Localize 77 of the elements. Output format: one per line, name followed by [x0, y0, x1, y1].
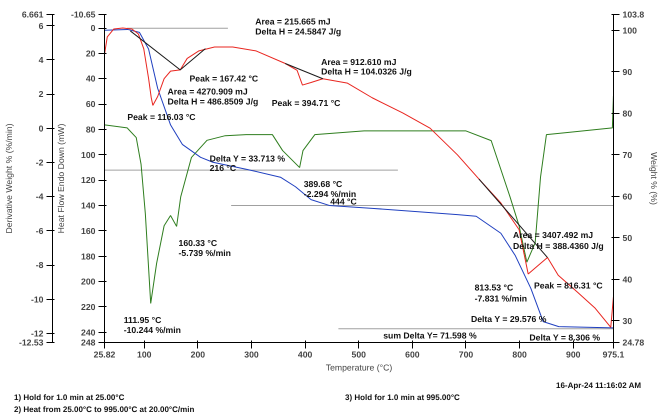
y-tick-label: 80: [86, 124, 96, 134]
y2-tick-label: 100: [622, 25, 638, 36]
annotation: Delta Y = 8.306 %: [529, 332, 600, 343]
y3-tick-label: 2: [38, 89, 44, 100]
x-tick-label: 300: [244, 350, 259, 360]
y3-axis-title: Derivative Weight % (%/min): [4, 123, 14, 234]
y-tick-label: 180: [81, 251, 96, 262]
x-tick-label: 500: [352, 350, 366, 360]
y2-tick-label: 103.8: [622, 10, 644, 20]
annotation: Delta H = 104.0326 J/g: [321, 66, 412, 77]
y-tick-label: 240: [81, 327, 96, 338]
y-tick-label: 160: [81, 226, 96, 236]
y3-tick-label: -10: [30, 294, 44, 304]
annotation: Delta Y = 33.713 %: [210, 153, 286, 164]
y3-tick-label: 6: [38, 20, 44, 31]
y-tick-label: 120: [81, 175, 96, 186]
annotation: 389.68 °C: [304, 178, 344, 189]
y2-tick-label: 80: [622, 108, 632, 118]
annotation: Area = 4270.909 mJ: [168, 86, 248, 96]
annotation: Peak = 167.42 °C: [189, 74, 259, 84]
y3-tick-label: -6: [36, 226, 44, 236]
y-tick-label: 220: [81, 302, 96, 312]
y3-tick-label: 0: [38, 123, 44, 134]
y-tick-label: 100: [81, 150, 96, 160]
annotation: Delta H = 486.8509 J/g: [168, 96, 258, 106]
x-tick-label: 975.1: [602, 350, 625, 360]
y2-tick-label: 40: [622, 274, 632, 284]
y-tick-label: 20: [86, 48, 96, 58]
x-tick-label: 25.82: [94, 350, 116, 360]
y-tick-label: 0: [90, 23, 96, 34]
annotation: -10.244 %/min: [124, 324, 181, 335]
y-axis-title: Heat Flow Endo Down (mW): [56, 124, 66, 234]
y2-axis-title: Weight % (%): [649, 152, 660, 205]
annotation: -5.739 %/min: [178, 248, 231, 258]
x-tick-label: 700: [458, 350, 474, 360]
y2-tick-label: 70: [622, 150, 632, 160]
annotation: Peak = 394.71 °C: [272, 98, 342, 108]
annotation: -7.831 %/min: [474, 293, 528, 304]
y3-tick-label: -12: [30, 328, 44, 338]
y3-tick-label: -12.53: [18, 338, 44, 348]
y-tick-label: 40: [86, 74, 96, 84]
annotation: -2.294 %/min: [304, 188, 356, 199]
x-tick-label: 100: [137, 350, 152, 360]
annotation: Area = 912.610 mJ: [321, 56, 397, 67]
x-tick-label: 200: [190, 350, 206, 360]
y3-tick-label: 4: [38, 54, 44, 65]
y-tick-label: 248: [81, 338, 96, 348]
y3-tick-label: -8: [36, 260, 44, 270]
y3-tick-label: 6.661: [22, 10, 44, 20]
text: 16-Apr-24 11:16:02 AM: [556, 380, 642, 392]
y3-tick-label: -2: [36, 158, 44, 168]
annotation: 444 °C: [330, 196, 358, 207]
annotation: Area = 215.665 mJ: [255, 16, 331, 26]
x-axis-title: Temperature (°C): [326, 362, 392, 372]
x-tick-label: 600: [405, 350, 420, 360]
text: 2) Heat from 25.00°C to 995.00°C at 20.00°C/min: [14, 404, 194, 415]
text: 1) Hold for 1.0 min at 25.00°C: [14, 392, 124, 404]
annotation: Delta H = 24.5847 J/g: [255, 26, 342, 36]
y2-tick-label: 30: [622, 316, 632, 326]
y2-tick-label: 50: [622, 232, 632, 243]
y-tick-label: -10.65: [70, 10, 96, 20]
text: 3) Hold for 1.0 min at 995.00°C: [345, 392, 460, 404]
y-tick-label: 200: [81, 276, 96, 287]
y2-tick-label: 90: [622, 66, 632, 77]
y3-tick-label: -4: [36, 192, 44, 202]
annotation: 813.53 °C: [474, 282, 514, 292]
x-tick-label: 900: [566, 350, 581, 360]
x-tick-label: 400: [298, 350, 313, 360]
y2-tick-label: 60: [622, 191, 632, 202]
annotation: sum Delta Y= 71.598 %: [383, 330, 477, 341]
annotation: 160.33 °C: [178, 238, 218, 248]
annotation: 111.95 °C: [124, 314, 162, 325]
x-tick-label: 800: [512, 350, 528, 360]
y-tick-label: 140: [81, 200, 96, 211]
y-tick-label: 60: [86, 99, 96, 110]
y2-tick-label: 24.78: [622, 338, 644, 348]
annotation: 216 °C: [210, 163, 237, 174]
